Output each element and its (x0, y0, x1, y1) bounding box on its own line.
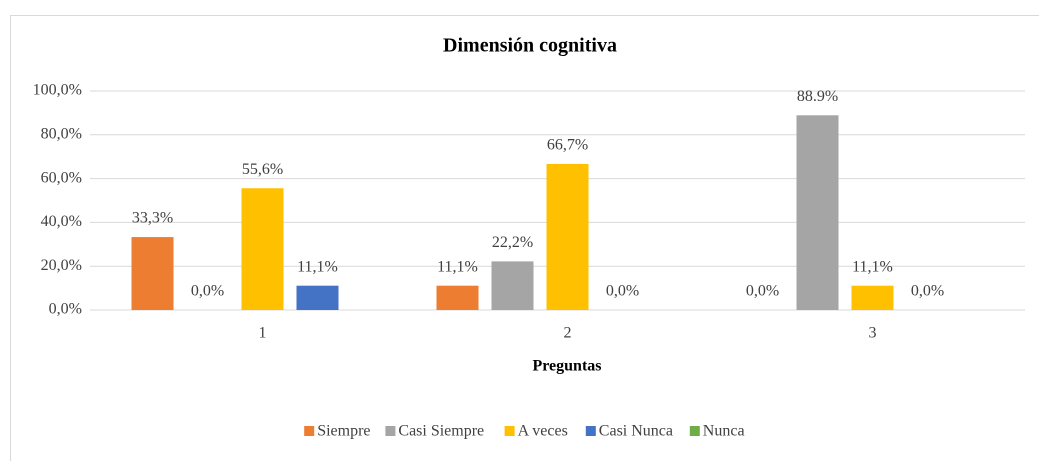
legend-label: A veces (518, 423, 568, 440)
data-label: 0,0% (191, 283, 224, 300)
x-tick-label: 2 (564, 325, 572, 342)
bar (242, 188, 284, 310)
data-label: 88.9% (797, 88, 838, 105)
y-tick-label: 20,0% (41, 257, 82, 274)
data-label: 11,1% (852, 258, 893, 275)
x-tick-label: 1 (259, 325, 267, 342)
y-tick-label: 60,0% (41, 169, 82, 186)
bar (492, 261, 534, 310)
bar (132, 237, 174, 310)
data-label: 55,6% (242, 161, 283, 178)
legend-label: Siempre (317, 423, 370, 440)
x-tick-label: 3 (869, 325, 877, 342)
data-label: 11,1% (437, 258, 478, 275)
data-label: 11,1% (297, 258, 338, 275)
legend-swatch (690, 426, 700, 436)
y-tick-label: 80,0% (41, 125, 82, 142)
data-label: 22,2% (492, 234, 533, 251)
legend-swatch (304, 426, 314, 436)
bar (437, 286, 479, 310)
legend-label: Casi Nunca (599, 423, 673, 440)
data-label: 33,3% (132, 210, 173, 227)
data-label: 0,0% (746, 283, 779, 300)
bar (797, 115, 839, 310)
data-label: 66,7% (547, 137, 588, 154)
legend-label: Nunca (703, 423, 745, 440)
bar (547, 164, 589, 310)
y-tick-label: 0,0% (49, 301, 82, 318)
legend-swatch (586, 426, 596, 436)
y-tick-label: 100,0% (33, 82, 82, 99)
bar (852, 286, 894, 310)
chart-title: Dimensión cognitiva (443, 35, 617, 57)
legend-swatch (505, 426, 515, 436)
data-label: 0,0% (911, 283, 944, 300)
y-tick-label: 40,0% (41, 213, 82, 230)
legend-swatch (385, 426, 395, 436)
data-label: 0,0% (606, 283, 639, 300)
bar (297, 286, 339, 310)
x-axis-title: Preguntas (532, 358, 601, 375)
legend-label: Casi Siempre (398, 423, 484, 440)
